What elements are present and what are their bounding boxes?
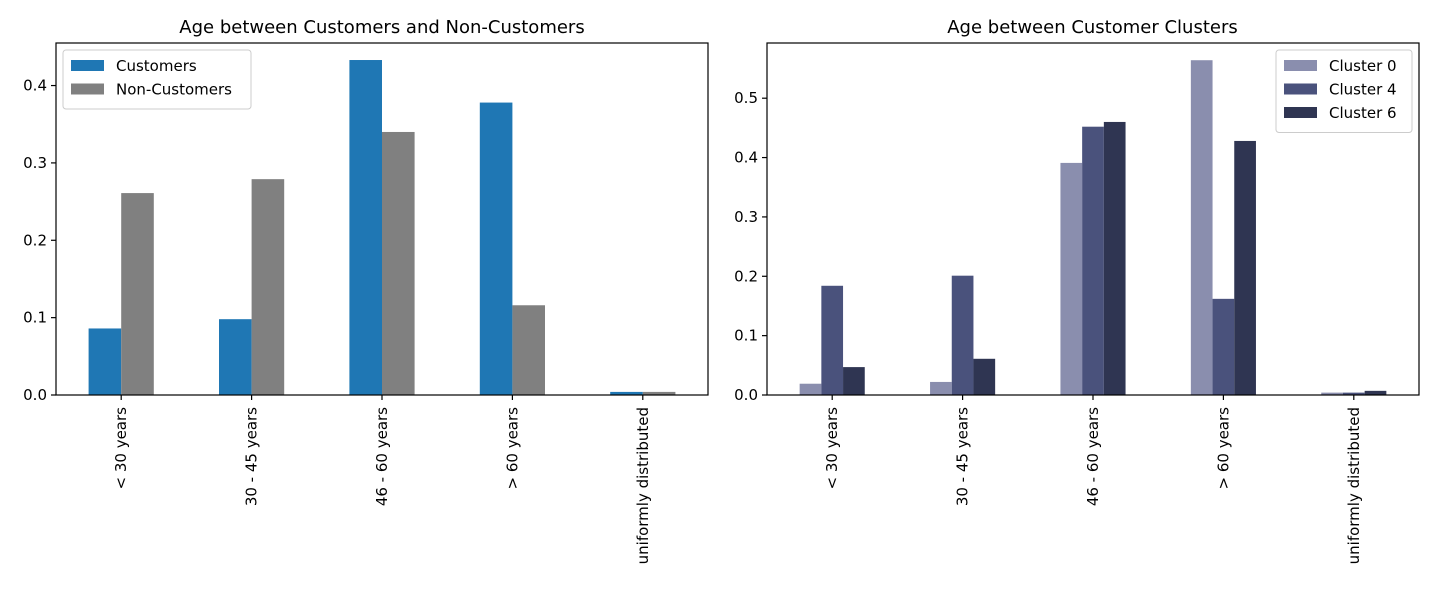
bar-non-customers-0 bbox=[121, 193, 154, 395]
bar-cluster-6-1 bbox=[973, 358, 996, 395]
bar-non-customers-1 bbox=[251, 179, 285, 395]
bar-customers-3 bbox=[479, 102, 513, 396]
y-tick-label: 0.1 bbox=[23, 309, 47, 327]
x-tick-label: 46 - 60 years bbox=[373, 407, 391, 506]
plot-area: 0.0 0.1 0.2 0.3 0.4 0.5 < 30 years 30 - 45 year… bbox=[734, 42, 1420, 564]
bar-non-customers-4 bbox=[642, 391, 676, 395]
bar-customers-4 bbox=[610, 391, 643, 395]
bar-customers-1 bbox=[219, 319, 252, 395]
bar-cluster-4-1 bbox=[951, 275, 974, 395]
y-tick-label: 0.4 bbox=[23, 77, 47, 95]
bar-customers-0 bbox=[88, 328, 122, 395]
legend-swatch-non-customers bbox=[71, 83, 104, 95]
x-tick-label: 46 - 60 years bbox=[1084, 407, 1102, 506]
bar-cluster-4-4 bbox=[1342, 392, 1365, 395]
bar-non-customers-2 bbox=[382, 131, 415, 395]
bar-cluster-4-3 bbox=[1212, 298, 1235, 395]
x-tick-label: > 60 years bbox=[503, 407, 521, 490]
x-tick-label: 30 - 45 years bbox=[954, 407, 972, 506]
chart-panel-customer-clusters: Age between Customer Clusters 0.00.10.20… bbox=[734, 17, 1420, 564]
x-tick-label: > 60 years bbox=[1214, 407, 1232, 490]
bar-cluster-6-0 bbox=[843, 367, 865, 395]
legend-swatch-customers bbox=[71, 60, 104, 71]
legend-label-cluster-6: Cluster 6 bbox=[1329, 104, 1397, 122]
bar-cluster-6-2 bbox=[1103, 121, 1126, 395]
legend-swatch-cluster-4 bbox=[1284, 83, 1317, 95]
legend-swatch-cluster-0 bbox=[1284, 60, 1317, 71]
x-tick-label: 30 - 45 years bbox=[243, 407, 261, 506]
plot-area: 0.0 0.1 0.2 0.3 0.4 < 30 years 30 - 45 years 46… bbox=[23, 42, 709, 564]
x-tick-label: < 30 years bbox=[823, 407, 841, 490]
y-tick-label: 0.0 bbox=[23, 386, 47, 404]
y-tick-label: 0.3 bbox=[23, 154, 47, 172]
bar-cluster-6-3 bbox=[1234, 140, 1256, 395]
bar-non-customers-3 bbox=[512, 305, 545, 395]
chart-title: Age between Customer Clusters bbox=[947, 17, 1238, 38]
chart-title: Age between Customers and Non-Customers bbox=[179, 17, 584, 38]
legend: Customers Non-Customers bbox=[62, 49, 252, 110]
x-tick-label: uniformly distributed bbox=[1345, 407, 1363, 564]
y-tick-label: 0.5 bbox=[734, 89, 758, 107]
bar-cluster-6-4 bbox=[1364, 390, 1387, 395]
bar-cluster-4-0 bbox=[821, 285, 844, 395]
bar-cluster-0-4 bbox=[1321, 392, 1343, 395]
legend-label-non-customers: Non-Customers bbox=[116, 81, 232, 99]
y-tick-label: 0.0 bbox=[734, 386, 758, 404]
x-tick-label: < 30 years bbox=[112, 407, 130, 490]
y-tick-label: 0.3 bbox=[734, 208, 758, 226]
y-tick-label: 0.2 bbox=[734, 267, 758, 285]
bar-customers-2 bbox=[349, 60, 382, 396]
x-tick-label: uniformly distributed bbox=[634, 407, 652, 564]
legend-box bbox=[62, 49, 252, 110]
bar-cluster-0-2 bbox=[1060, 162, 1083, 395]
legend-label-cluster-0: Cluster 0 bbox=[1329, 57, 1397, 75]
y-tick-label: 0.1 bbox=[734, 327, 758, 345]
legend: Cluster 0 Cluster 4 Cluster 6 bbox=[1275, 49, 1413, 133]
bar-cluster-0-3 bbox=[1190, 60, 1213, 395]
legend-label-cluster-4: Cluster 4 bbox=[1329, 81, 1397, 99]
y-tick-label: 0.4 bbox=[734, 149, 758, 167]
legend-label-customers: Customers bbox=[116, 57, 197, 75]
chart-panel-customers-vs-noncustomers: Age between Customers and Non-Customers … bbox=[23, 17, 709, 564]
bar-cluster-4-2 bbox=[1082, 126, 1104, 395]
legend-swatch-cluster-6 bbox=[1284, 107, 1317, 118]
y-tick-label: 0.2 bbox=[23, 231, 47, 249]
bar-cluster-0-1 bbox=[930, 381, 952, 395]
bar-cluster-0-0 bbox=[799, 383, 822, 395]
